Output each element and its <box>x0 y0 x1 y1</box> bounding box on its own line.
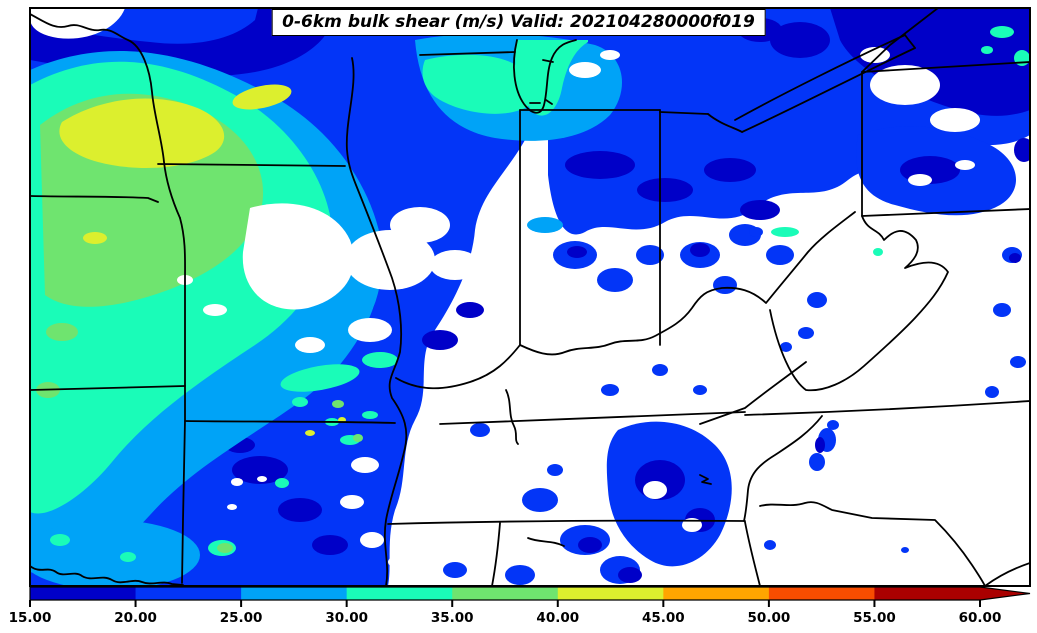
kansas-oklahoma-border <box>31 385 186 391</box>
state-borders <box>31 9 1029 586</box>
tennessee-south-border <box>387 519 746 525</box>
colorbar-tick-label: 40.00 <box>536 610 579 626</box>
colorbar-segment-40 <box>557 587 664 600</box>
colorbar-tick-label: 15.00 <box>9 610 52 626</box>
alabama-georgia-border <box>744 521 761 586</box>
iowa-missouri-border <box>157 163 346 167</box>
plot-title: 0-6km bulk shear (m/s) Valid: 2021042800… <box>271 9 766 36</box>
colorbar-tick-label: 60.00 <box>959 610 1002 626</box>
kansas-missouri-border <box>179 217 186 584</box>
colorbar-tick-label: 30.00 <box>325 610 368 626</box>
mississippi-river-line <box>345 57 408 586</box>
colorbar-segment-35 <box>452 587 559 600</box>
pennsylvania-maryland-border <box>861 208 1029 217</box>
westvirginia-border <box>769 215 949 392</box>
kentucky-tennessee-border <box>439 411 746 425</box>
colorbar-tick-label: 35.00 <box>431 610 474 626</box>
atlantic-coast-line <box>984 562 1029 586</box>
colorbar-tick-label: 45.00 <box>642 610 685 626</box>
colorbar-segment-45 <box>663 587 770 600</box>
northcarolina-southcarolina-border <box>759 501 986 586</box>
map-border <box>29 7 1031 587</box>
lake-erie-outline <box>734 34 906 121</box>
tennessee-northcarolina-border <box>743 415 823 522</box>
newyork-pennsylvania-border <box>861 61 1029 73</box>
map-content <box>31 9 1029 586</box>
missouri-arkansas-border <box>184 420 396 424</box>
virginia-northcarolina-border <box>744 400 1029 416</box>
mississippi-alabama-border <box>491 522 501 586</box>
kentucky-virginia-border <box>699 361 807 425</box>
colorbar-tick-label: 20.00 <box>114 610 157 626</box>
colorbar-segment-50 <box>768 587 875 600</box>
colorbar-over-arrow <box>980 587 1030 600</box>
colorbar-tick-label: 50.00 <box>748 610 791 626</box>
contour-level-40 <box>59 84 346 436</box>
ohio-river-line <box>395 211 856 390</box>
colorbar-segment-30 <box>346 587 453 600</box>
colorbar-tick-label: 55.00 <box>853 610 896 626</box>
colorbar-outline <box>29 586 1031 601</box>
contour-below-min <box>31 9 1005 568</box>
colorbar-tick-label: 25.00 <box>220 610 263 626</box>
colorbar: 15.00 20.00 25.00 30.00 35.00 40.00 45.00 50.00… <box>9 586 1031 626</box>
colorbar-segment-55 <box>874 587 981 600</box>
colorbar-segment-20 <box>135 587 242 600</box>
lake-michigan-outline <box>513 39 577 114</box>
wisconsin-illinois-border <box>419 51 516 56</box>
red-river-line <box>31 565 184 586</box>
nebraska-kansas-border <box>31 195 159 203</box>
missouri-river-line <box>31 13 181 219</box>
colorbar-segment-25 <box>241 587 348 600</box>
colorbar-segment-15 <box>30 587 137 600</box>
